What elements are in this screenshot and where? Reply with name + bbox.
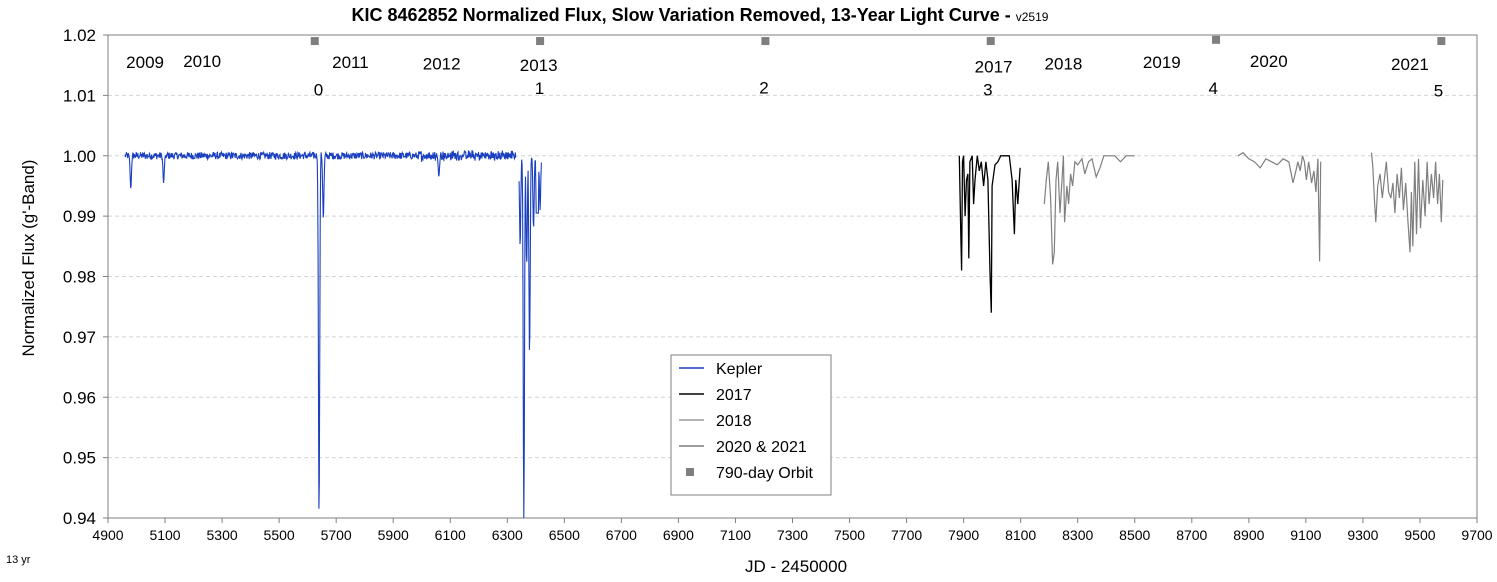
y-tick-label: 0.94 [63,509,96,528]
orbit-number-5: 5 [1434,82,1443,101]
orbit-number-3: 3 [983,80,992,99]
x-tick-label: 5300 [207,527,238,543]
x-axis-title: JD - 2450000 [745,557,847,576]
x-tick-label: 8700 [1176,527,1207,543]
x-tick-label: 6700 [606,527,637,543]
y-tick-label: 0.96 [63,388,96,407]
x-tick-label: 5700 [321,527,352,543]
orbit-marker [1212,35,1221,44]
orbit-marker [310,37,319,46]
y-tick-label: 1.00 [63,147,96,166]
legend-label-2017: 2017 [716,387,752,404]
x-tick-label: 7100 [720,527,751,543]
x-tick-label: 8900 [1233,527,1264,543]
year-label-2020: 2020 [1250,52,1288,71]
y-tick-label: 1.02 [63,26,96,45]
x-tick-label: 6100 [435,527,466,543]
orbit-number-0: 0 [314,80,323,99]
year-label-2011: 2011 [332,53,369,72]
x-tick-label: 9300 [1347,527,1378,543]
x-tick-label: 8100 [1005,527,1036,543]
chart-title: KIC 8462852 Normalized Flux, Slow Variat… [352,5,1049,25]
legend-label-kepler: Kepler [716,361,763,378]
x-tick-label: 5500 [264,527,295,543]
year-label-2019: 2019 [1143,53,1181,72]
year-label-2021: 2021 [1391,55,1429,74]
y-tick-label: 0.98 [63,268,96,287]
chart-title-main: KIC 8462852 Normalized Flux, Slow Variat… [352,5,1016,25]
chart-title-version: v2519 [1016,10,1049,24]
y-axis-title: Normalized Flux (g'-Band) [19,160,38,357]
x-axis-ticks: 4900 5100 5300 5500 5700 5900 6100 6300 6500 6700… [92,518,1493,543]
year-label-2017: 2017 [975,57,1013,76]
series-layer [124,35,1446,519]
corner-note: 13 yr [6,554,31,566]
orbit-marker [986,37,995,46]
x-tick-label: 6500 [549,527,580,543]
legend-label-790-day-orbit: 790-day Orbit [716,465,813,482]
series-2018-line [1043,155,1135,265]
series-2020-2021-line [1237,151,1444,262]
series-2017-line [958,155,1021,313]
y-tick-label: 0.95 [63,449,96,468]
legend-box [670,354,832,496]
x-tick-label: 9500 [1404,527,1435,543]
x-tick-label: 6300 [492,527,523,543]
orbit-number-4: 4 [1208,79,1217,98]
legend: Kepler 2017 2018 2020 & 2021 790-day Orbit [670,354,832,496]
y-tick-label: 0.99 [63,207,96,226]
orbit-marker [1437,37,1446,46]
x-tick-label: 5900 [378,527,409,543]
orbit-number-2: 2 [759,79,768,98]
year-label-2012: 2012 [423,54,461,73]
x-tick-label: 8500 [1119,527,1150,543]
x-tick-label: 7900 [948,527,979,543]
orbit-marker [761,37,770,46]
x-tick-label: 7500 [834,527,865,543]
year-label-2013: 2013 [520,56,558,75]
y-tick-label: 1.01 [63,86,96,105]
orbit-number-1: 1 [535,79,544,98]
year-label-2010: 2010 [183,52,221,71]
legend-swatch-790-day-orbit [686,468,694,476]
annotations: 2009 2010 2011 2012 2013 2017 2018 2019 2020 2021… [126,52,1443,101]
y-tick-label: 0.97 [63,328,96,347]
year-label-2018: 2018 [1045,54,1083,73]
orbit-marker [536,37,545,46]
y-axis-ticks: 0.94 0.95 0.96 0.97 0.98 0.99 1.00 1.01 1.02 [63,26,108,528]
x-tick-label: 7300 [777,527,808,543]
x-tick-label: 6900 [663,527,694,543]
series-kepler-line [124,149,542,519]
x-tick-label: 7700 [891,527,922,543]
year-label-2009: 2009 [126,53,164,72]
x-tick-label: 5100 [149,527,180,543]
x-tick-label: 9700 [1461,527,1492,543]
x-tick-label: 8300 [1062,527,1093,543]
legend-label-2018: 2018 [716,413,752,430]
legend-label-2020-2021: 2020 & 2021 [716,439,807,456]
x-tick-label: 4900 [92,527,123,543]
x-tick-label: 9100 [1290,527,1321,543]
